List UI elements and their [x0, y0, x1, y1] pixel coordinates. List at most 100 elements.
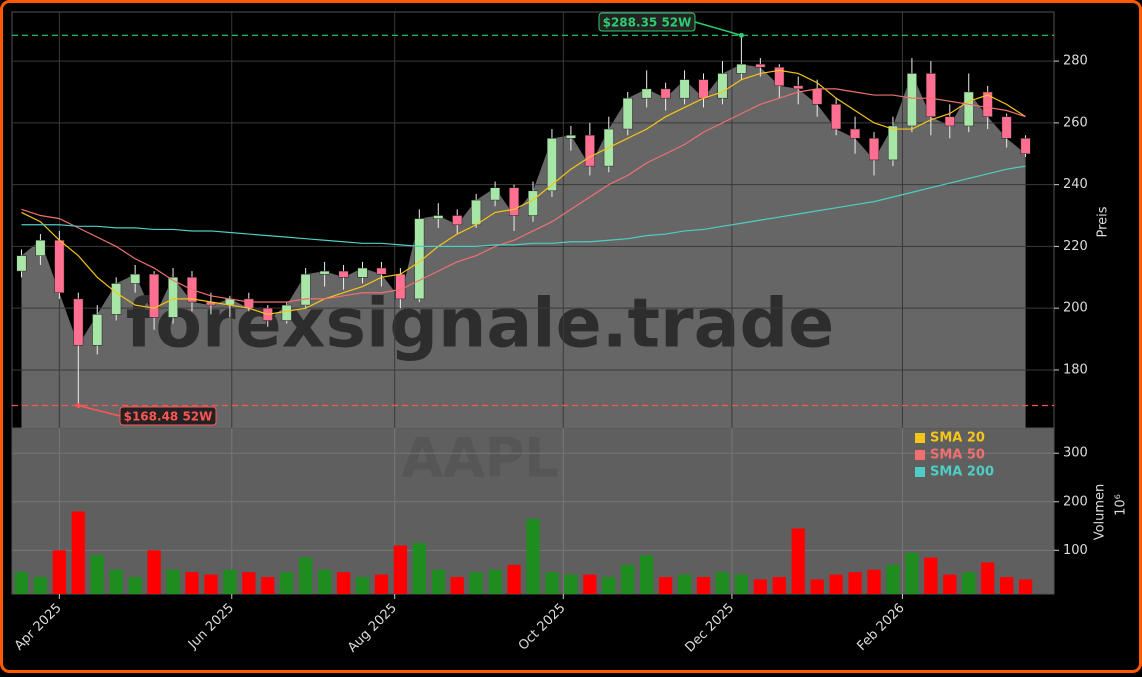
y-tick-label: 200 [1063, 301, 1088, 316]
candle-body [509, 187, 520, 216]
volume-bar [583, 574, 597, 594]
volume-bar [924, 557, 938, 594]
volume-bar [261, 577, 275, 594]
annotation-box [598, 12, 696, 32]
candle-body [471, 199, 482, 226]
candle-body [168, 277, 179, 318]
candle-body [433, 215, 444, 219]
candle-body [16, 255, 27, 272]
annotation-arrow [78, 404, 121, 417]
volume-bar [677, 574, 692, 594]
volume-bar [90, 555, 104, 594]
legend-swatch [915, 450, 925, 460]
y-tick-label: 240 [1063, 177, 1088, 192]
volume-bar [772, 577, 786, 594]
volume-bar [1018, 579, 1033, 594]
volume-bar [223, 569, 237, 594]
candle-body [149, 273, 160, 318]
candle-body [755, 63, 766, 68]
volume-bar [753, 579, 767, 594]
sma-line [21, 88, 1026, 303]
candle-body [906, 73, 917, 127]
legend-swatch [915, 433, 925, 443]
volume-bar [71, 511, 85, 594]
candle-body [812, 88, 823, 105]
y-axis-label: Preis [1096, 206, 1111, 237]
volume-bar [810, 579, 824, 594]
candle-body [319, 270, 330, 275]
volume-bar [621, 564, 635, 594]
axis-exponent: 10⁶ [1114, 494, 1129, 516]
volume-bar [867, 569, 881, 594]
y-tick-label: 180 [1063, 362, 1088, 377]
legend-label: SMA 50 [930, 448, 985, 463]
volume-bar [602, 577, 616, 594]
candle-body [736, 63, 747, 74]
volume-bar [431, 569, 445, 594]
candle-body [869, 138, 880, 161]
volume-bar [299, 557, 313, 594]
candle-body [831, 104, 842, 130]
volume-bar [943, 574, 957, 594]
volume-bar [355, 577, 370, 594]
candle-body [73, 298, 84, 346]
candle-body [584, 134, 595, 167]
volume-bar [962, 572, 976, 594]
candle-body [376, 267, 387, 275]
volume-bar [507, 564, 521, 594]
annotation-arrow [694, 21, 742, 37]
candle-body [887, 125, 898, 161]
sma-line [21, 69, 1026, 315]
candle-body [793, 85, 804, 90]
main-layer [14, 35, 1033, 594]
candle-body [660, 88, 671, 99]
volume-bar [242, 572, 256, 594]
volume-bar [1000, 577, 1014, 594]
volume-bar [981, 562, 995, 594]
watermark-symbol: AAPL [401, 427, 559, 490]
watermark: forexsignale.trade [126, 285, 835, 364]
arrow-head [75, 403, 81, 409]
annotation-label: $288.35 52W [603, 16, 692, 30]
volume-bar [280, 572, 294, 594]
volume-bar [640, 555, 654, 594]
candle-body [300, 273, 311, 306]
candle-body [641, 88, 652, 99]
candle-body [717, 73, 728, 99]
volume-bar [715, 572, 730, 594]
legend-label: SMA 20 [930, 431, 985, 446]
candle-body [925, 73, 936, 117]
candle-body [528, 190, 538, 216]
volume-bar [33, 577, 48, 594]
volume-bar [317, 569, 332, 594]
candle-body [54, 239, 65, 293]
volume-bar [185, 572, 199, 594]
volume-bar [791, 528, 805, 594]
volume-bar [52, 550, 66, 594]
y-tick-label: 220 [1063, 239, 1088, 254]
y-tick-label: 260 [1063, 115, 1088, 130]
legend-label: SMA 200 [930, 465, 994, 480]
volume-bar [886, 564, 900, 594]
volume-bar [564, 574, 578, 594]
y-tick-label: 280 [1063, 54, 1088, 69]
volume-bar [14, 572, 29, 594]
candle-body [963, 91, 974, 127]
volume-bar [848, 572, 862, 594]
arrow-head [738, 32, 744, 38]
candle-body [338, 270, 349, 278]
candle-body [357, 267, 368, 278]
candle-body [679, 79, 690, 99]
volume-bar [526, 518, 540, 594]
y-tick-label: 300 [1063, 446, 1088, 461]
annotation-box [119, 406, 217, 426]
volume-bar [204, 574, 218, 594]
candle-body [243, 298, 254, 309]
y-tick-label: 100 [1063, 543, 1088, 558]
volume-bar [374, 574, 389, 594]
volume-bar [128, 577, 142, 594]
candle-body [698, 79, 709, 99]
volume-bar [166, 569, 180, 594]
candle-body [35, 239, 46, 256]
